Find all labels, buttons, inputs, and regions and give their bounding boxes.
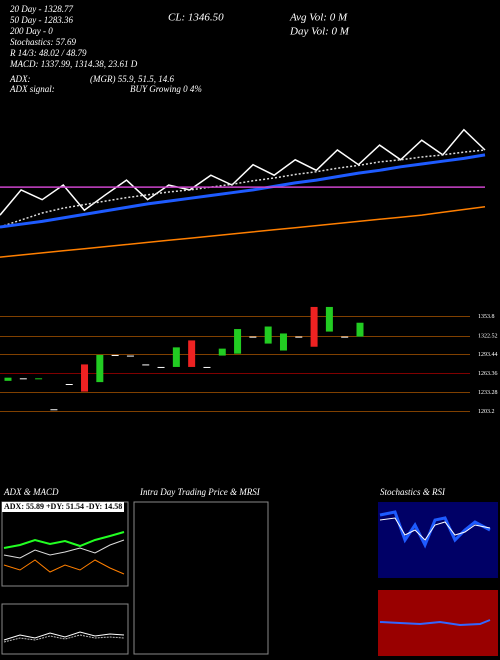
y-tick-label: 1322.52 [478, 334, 498, 340]
adx-signal: ADX signal: [9, 84, 55, 94]
intraday-frame [133, 501, 269, 655]
candle [81, 364, 89, 392]
y-tick-label: 1263.36 [478, 371, 498, 377]
candle [50, 409, 58, 411]
candle [279, 333, 287, 351]
y-tick-label: 1293.44 [478, 352, 498, 358]
stoch-title: Stochastics & RSI [380, 487, 446, 497]
macd-line [3, 631, 125, 641]
y-tick-label: 1203.2 [478, 409, 495, 415]
macd-frame [1, 603, 129, 655]
ma200: 200 Day - 0 [10, 26, 53, 36]
candle [172, 347, 180, 367]
candle [4, 377, 12, 381]
candle [218, 348, 226, 356]
candle [188, 340, 196, 367]
candle [142, 364, 150, 366]
stoch-frame [378, 502, 498, 578]
candle [295, 336, 303, 338]
adx-line [3, 531, 125, 549]
macd-signal [3, 634, 125, 643]
candle [341, 336, 349, 338]
ma-line [0, 153, 486, 229]
candle [356, 322, 364, 337]
stoch-d [379, 517, 491, 541]
adx: ADX: [9, 74, 31, 84]
rsi-line [379, 619, 491, 627]
candle [310, 306, 318, 347]
candle [203, 366, 211, 368]
close: CL: 1346.50 [168, 12, 224, 24]
stochastics: Stochastics: 57.69 [10, 37, 76, 47]
y-tick-label: 1353.8 [478, 314, 495, 320]
candle [325, 306, 333, 332]
adx-box [2, 502, 124, 512]
ma50: 50 Day - 1283.36 [10, 15, 73, 25]
candle [65, 384, 73, 385]
pdi-line [3, 539, 125, 559]
stoch-k [379, 510, 491, 549]
adx-box-text: ADX: 55.89 +DY: 51.54 -DY: 14.58 [4, 502, 122, 511]
candle [126, 355, 134, 357]
candle [111, 354, 119, 356]
ma-line [0, 128, 486, 216]
day-vol: Day Vol: 0 M [289, 26, 350, 38]
candle [249, 336, 257, 338]
candle [157, 366, 165, 368]
avg-vol: Avg Vol: 0 M [289, 12, 348, 24]
candle [264, 326, 272, 344]
rsi: R 14/3: 48.02 / 48.79 [9, 48, 87, 58]
y-tick-label: 1233.28 [478, 390, 498, 396]
intraday-title: Intra Day Trading Price & MRSI [139, 487, 261, 497]
adx-values: (MGR) 55.9, 51.5, 14.6 [90, 74, 174, 84]
ma20: 20 Day - 1328.77 [10, 4, 73, 14]
candle [35, 378, 43, 380]
ma-line [0, 205, 486, 258]
macd: MACD: 1337.99, 1314.38, 23.61 D [9, 59, 138, 69]
candle [234, 329, 242, 354]
candle [96, 354, 104, 383]
mdi-line [3, 559, 125, 575]
signal: BUY Growing 0 4% [130, 84, 202, 94]
adx-title: ADX & MACD [3, 487, 59, 497]
candle [19, 378, 27, 380]
